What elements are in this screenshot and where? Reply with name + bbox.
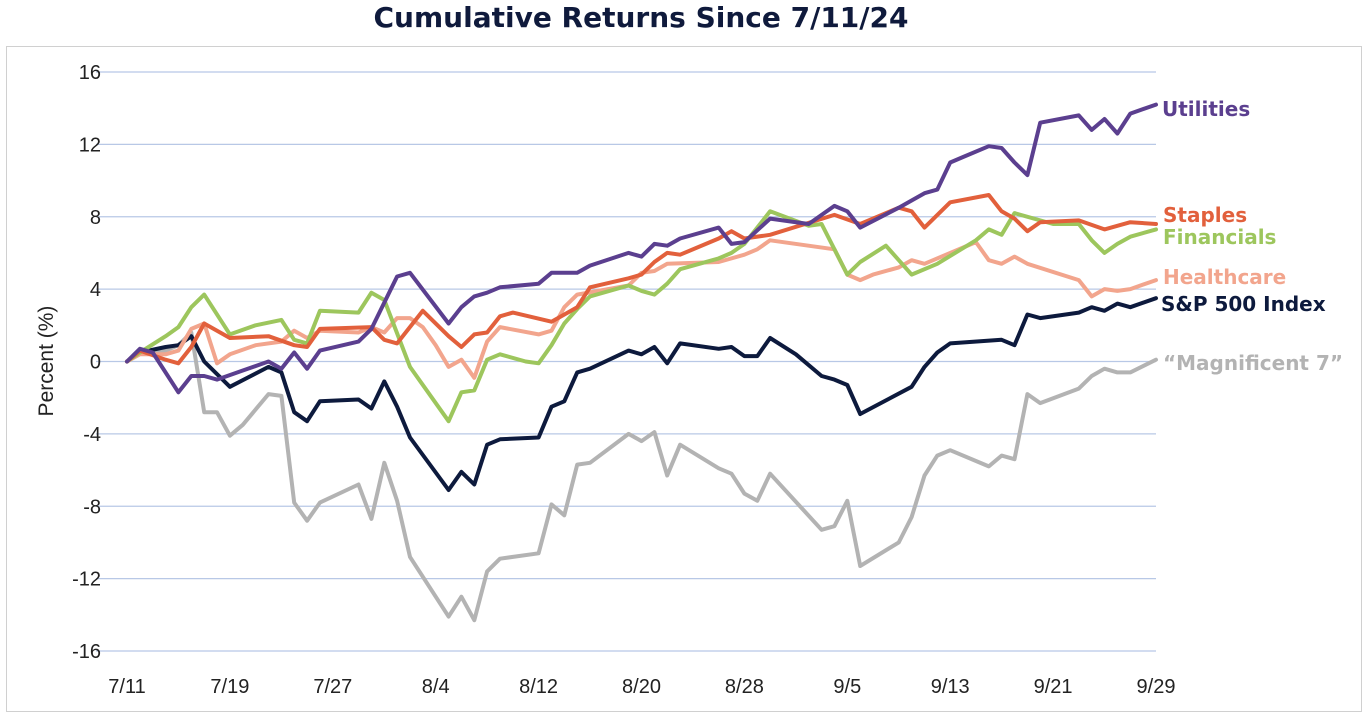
x-tick-label: 7/11 xyxy=(108,676,145,698)
y-tick-label: -8 xyxy=(83,496,101,518)
x-tick-label: 8/20 xyxy=(622,676,661,698)
x-tick-labels: 7/11 7/19 7/27 8/4 8/12 8/20 8/28 9/5 9/13 9/21 9/… xyxy=(108,676,1175,698)
y-tick-label: -4 xyxy=(83,424,101,446)
x-tick-label: 8/4 xyxy=(422,676,450,698)
x-tick-label: 9/21 xyxy=(1034,676,1073,698)
series-line-staples xyxy=(125,193,1158,366)
series-label-healthcare: Healthcare xyxy=(1163,265,1286,289)
series-line-utilities xyxy=(125,102,1158,395)
series-lines xyxy=(125,102,1158,623)
series-label-utilities: Utilities xyxy=(1162,97,1250,121)
series-label-staples: Staples xyxy=(1163,203,1247,227)
x-tick-label: 9/29 xyxy=(1137,676,1176,698)
series-line-healthcare xyxy=(125,238,1158,380)
series-line-s-p-500-index xyxy=(125,296,1158,492)
plot-frame xyxy=(6,46,1362,712)
series-line-financials xyxy=(125,209,1158,424)
y-tick-label: 8 xyxy=(90,207,101,229)
y-tick-label: -16 xyxy=(72,641,101,663)
y-tick-label: 4 xyxy=(90,279,101,301)
series-label-financials: Financials xyxy=(1163,225,1276,249)
x-tick-label: 8/12 xyxy=(519,676,558,698)
y-axis-title: Percent (%) xyxy=(35,306,58,417)
y-tick-label: 0 xyxy=(90,352,101,374)
grid-lines xyxy=(96,71,1156,652)
y-tick-labels: 16 12 8 4 0 -4 -8 -12 -16 xyxy=(72,62,101,663)
series-line-magnificent-7 xyxy=(125,330,1158,623)
x-tick-label: 9/5 xyxy=(833,676,861,698)
x-tick-label: 9/13 xyxy=(931,676,970,698)
chart-title: Cumulative Returns Since 7/11/24 xyxy=(373,1,909,34)
y-tick-label: -12 xyxy=(72,569,101,591)
series-label-s-p-500-index: S&P 500 Index xyxy=(1161,292,1326,316)
series-label-magnificent-7: “Magnificent 7” xyxy=(1163,351,1343,375)
x-tick-label: 8/28 xyxy=(725,676,764,698)
y-tick-label: 16 xyxy=(79,62,101,84)
y-tick-label: 12 xyxy=(79,134,101,156)
x-tick-label: 7/27 xyxy=(313,676,352,698)
x-tick-label: 7/19 xyxy=(210,676,249,698)
